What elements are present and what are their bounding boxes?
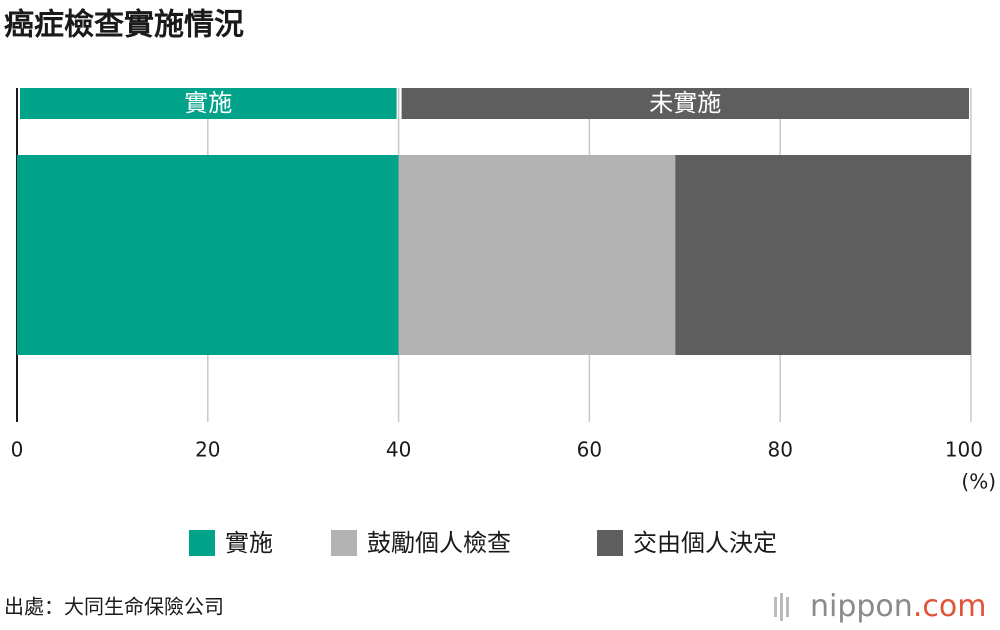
x-tick-label: 80: [767, 438, 792, 462]
logo-bar: [786, 597, 789, 617]
bar-segment: [398, 155, 676, 355]
bar-segment: [675, 155, 971, 355]
legend-label: 交由個人決定: [633, 529, 777, 557]
group-label: 未實施: [649, 89, 721, 117]
group-label: 實施: [184, 89, 232, 117]
legend-label: 鼓勵個人檢查: [367, 529, 511, 557]
legend-swatch: [597, 530, 623, 556]
chart-title: 癌症檢查實施情況: [4, 8, 244, 43]
source: 出處：大同生命保險公司: [4, 595, 224, 619]
legend-label: 實施: [225, 529, 273, 557]
x-tick-label: 100: [945, 438, 983, 462]
logo-text: nippon.com: [810, 589, 986, 624]
group-band: [401, 88, 970, 119]
logo: nippon.com: [774, 589, 986, 624]
logo-name: nippon: [810, 589, 913, 624]
legend-swatch: [189, 530, 215, 556]
x-tick-label: 0: [11, 438, 24, 462]
logo-bar: [780, 593, 783, 621]
bar-segment: [17, 155, 399, 355]
logo-domain: .com: [913, 589, 987, 624]
x-tick-label: 20: [195, 438, 220, 462]
x-unit: (%): [961, 470, 996, 494]
legend-swatch: [331, 530, 357, 556]
logo-bar: [774, 597, 777, 617]
x-tick-label: 40: [386, 438, 411, 462]
group-band: [20, 88, 397, 119]
x-tick-label: 60: [577, 438, 602, 462]
